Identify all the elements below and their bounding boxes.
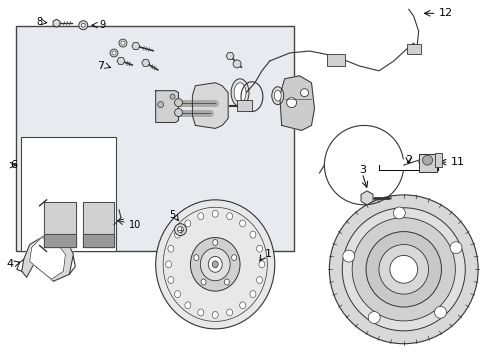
Circle shape <box>112 51 116 55</box>
Circle shape <box>393 207 405 219</box>
Circle shape <box>422 155 433 165</box>
Polygon shape <box>280 76 315 130</box>
Ellipse shape <box>212 311 218 319</box>
Text: 8: 8 <box>36 17 43 27</box>
Ellipse shape <box>259 261 265 268</box>
Bar <box>17 26 294 251</box>
Bar <box>418 154 437 172</box>
Circle shape <box>174 224 187 235</box>
Circle shape <box>81 23 85 27</box>
Polygon shape <box>83 234 114 247</box>
Ellipse shape <box>232 255 237 261</box>
Circle shape <box>366 231 441 307</box>
Polygon shape <box>44 234 76 247</box>
Text: 10: 10 <box>129 220 141 230</box>
Ellipse shape <box>240 220 245 227</box>
Ellipse shape <box>208 256 222 272</box>
Circle shape <box>121 41 125 45</box>
Ellipse shape <box>156 200 275 329</box>
Circle shape <box>342 208 466 331</box>
Circle shape <box>170 94 175 99</box>
Polygon shape <box>193 83 228 129</box>
Ellipse shape <box>257 276 263 283</box>
Circle shape <box>79 21 88 30</box>
Text: 3: 3 <box>359 165 366 175</box>
Text: 12: 12 <box>439 8 453 18</box>
Circle shape <box>379 244 429 294</box>
Ellipse shape <box>250 291 256 298</box>
Circle shape <box>300 89 309 96</box>
Ellipse shape <box>240 302 245 309</box>
Circle shape <box>352 218 455 321</box>
Ellipse shape <box>231 79 249 107</box>
Ellipse shape <box>212 210 218 217</box>
Ellipse shape <box>212 261 218 268</box>
Ellipse shape <box>234 83 246 103</box>
Circle shape <box>287 98 296 108</box>
Ellipse shape <box>194 255 199 261</box>
Ellipse shape <box>174 291 180 298</box>
Circle shape <box>119 39 127 47</box>
Text: 4: 4 <box>7 259 14 269</box>
Ellipse shape <box>191 238 240 291</box>
Polygon shape <box>83 202 114 247</box>
Polygon shape <box>30 238 65 279</box>
Circle shape <box>174 99 182 107</box>
Circle shape <box>329 195 478 344</box>
Ellipse shape <box>274 90 281 101</box>
Ellipse shape <box>185 302 191 309</box>
Text: 11: 11 <box>450 157 465 167</box>
Ellipse shape <box>250 231 256 238</box>
Circle shape <box>177 227 183 233</box>
Bar <box>407 44 420 54</box>
Ellipse shape <box>174 231 180 238</box>
Ellipse shape <box>198 309 204 316</box>
Ellipse shape <box>185 220 191 227</box>
Bar <box>327 54 345 66</box>
Ellipse shape <box>227 309 233 316</box>
Text: 1: 1 <box>265 249 272 260</box>
Bar <box>237 100 252 111</box>
Text: 7: 7 <box>98 61 105 71</box>
Ellipse shape <box>224 279 229 285</box>
Polygon shape <box>44 202 76 247</box>
Polygon shape <box>156 91 178 122</box>
Bar <box>435 153 442 167</box>
Text: 9: 9 <box>99 20 105 30</box>
Circle shape <box>368 311 380 324</box>
Ellipse shape <box>213 239 218 246</box>
Circle shape <box>158 102 164 108</box>
Circle shape <box>343 250 355 262</box>
Ellipse shape <box>168 245 174 252</box>
Ellipse shape <box>168 276 174 283</box>
Ellipse shape <box>257 245 263 252</box>
Text: 5: 5 <box>170 210 176 220</box>
Text: 2: 2 <box>405 155 412 165</box>
Circle shape <box>174 109 182 117</box>
Circle shape <box>233 60 241 68</box>
Polygon shape <box>22 231 74 281</box>
Circle shape <box>435 306 446 318</box>
Ellipse shape <box>227 213 233 220</box>
Ellipse shape <box>166 261 171 268</box>
Ellipse shape <box>201 279 206 285</box>
Circle shape <box>450 242 462 253</box>
Ellipse shape <box>200 248 230 281</box>
Circle shape <box>390 255 417 283</box>
Text: 6: 6 <box>10 160 17 170</box>
Circle shape <box>110 49 118 57</box>
Ellipse shape <box>198 213 204 220</box>
Ellipse shape <box>272 87 284 105</box>
Bar <box>22 137 116 251</box>
